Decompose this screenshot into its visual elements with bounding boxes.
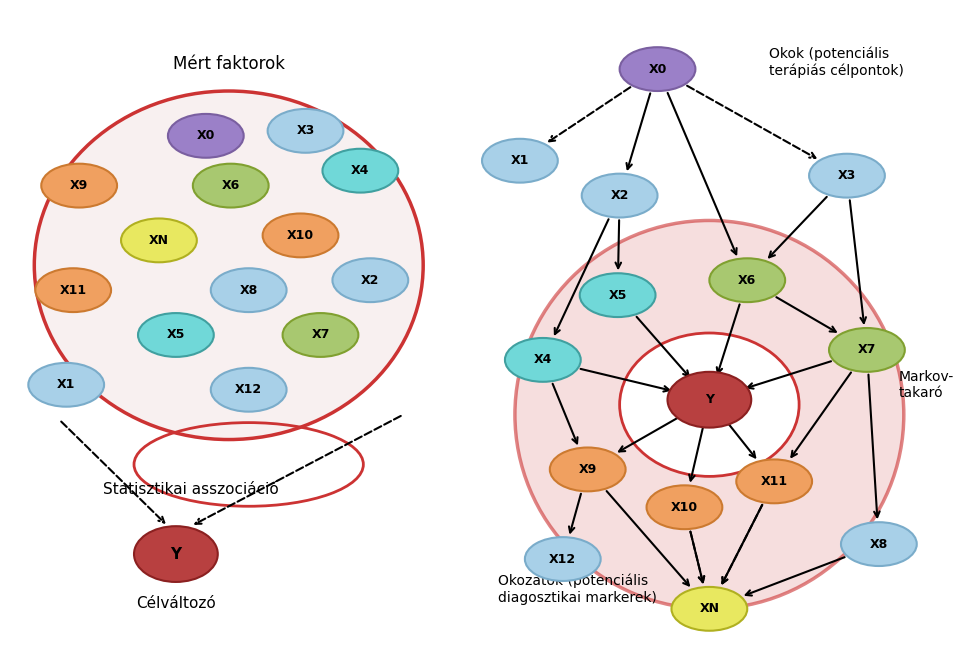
Ellipse shape [525, 537, 601, 581]
Text: X10: X10 [287, 229, 314, 242]
Text: Y: Y [705, 393, 714, 406]
Text: Mért faktorok: Mért faktorok [173, 55, 285, 73]
Text: X11: X11 [59, 284, 87, 296]
Ellipse shape [323, 149, 398, 192]
Ellipse shape [262, 213, 338, 257]
Ellipse shape [841, 522, 916, 566]
Ellipse shape [168, 114, 244, 158]
Ellipse shape [34, 91, 423, 440]
Ellipse shape [620, 333, 800, 477]
Text: Okok (potenciális
terápiás célpontok): Okok (potenciális terápiás célpontok) [769, 46, 904, 78]
Ellipse shape [550, 448, 626, 491]
Text: X1: X1 [511, 154, 529, 167]
Ellipse shape [672, 587, 747, 631]
Ellipse shape [211, 269, 287, 312]
Text: X6: X6 [221, 179, 240, 192]
Text: X4: X4 [351, 164, 370, 177]
Ellipse shape [28, 363, 104, 406]
Text: X8: X8 [240, 284, 257, 296]
Text: X12: X12 [235, 383, 262, 396]
Ellipse shape [580, 273, 655, 317]
Text: X4: X4 [533, 353, 552, 367]
Text: Célváltozó: Célváltozó [136, 596, 215, 611]
Ellipse shape [193, 164, 269, 208]
Ellipse shape [482, 139, 558, 182]
Text: XN: XN [699, 602, 720, 615]
Ellipse shape [134, 526, 217, 582]
Ellipse shape [710, 259, 785, 302]
Ellipse shape [668, 372, 752, 428]
Ellipse shape [515, 221, 904, 609]
Ellipse shape [35, 269, 111, 312]
Text: X9: X9 [578, 463, 597, 476]
Text: X6: X6 [738, 274, 757, 286]
Text: X11: X11 [760, 475, 788, 488]
Ellipse shape [283, 313, 359, 357]
Text: X9: X9 [70, 179, 89, 192]
Ellipse shape [736, 459, 812, 503]
Ellipse shape [41, 164, 117, 208]
Ellipse shape [121, 219, 197, 263]
Text: X5: X5 [167, 328, 185, 341]
Text: X5: X5 [608, 288, 627, 302]
Ellipse shape [505, 338, 581, 382]
Text: X2: X2 [361, 274, 379, 286]
Text: X0: X0 [197, 129, 215, 143]
Text: Y: Y [171, 546, 181, 562]
Text: X2: X2 [610, 189, 629, 202]
Text: X10: X10 [671, 501, 698, 514]
Text: X0: X0 [648, 62, 667, 76]
Text: XN: XN [149, 234, 169, 247]
Text: X1: X1 [57, 379, 75, 391]
Text: X12: X12 [549, 552, 576, 566]
Ellipse shape [138, 313, 214, 357]
Ellipse shape [620, 47, 695, 91]
Ellipse shape [582, 174, 657, 217]
Ellipse shape [211, 368, 287, 412]
Ellipse shape [267, 109, 343, 152]
Ellipse shape [829, 328, 905, 372]
Text: Markov-
takaró: Markov- takaró [899, 370, 955, 400]
Ellipse shape [809, 154, 885, 198]
Text: X8: X8 [870, 538, 888, 550]
Text: X7: X7 [311, 328, 330, 341]
Text: Statisztikai asszociáció: Statisztikai asszociáció [103, 482, 279, 497]
Ellipse shape [332, 259, 409, 302]
Text: X3: X3 [296, 125, 315, 137]
Text: X3: X3 [838, 169, 856, 182]
Text: Okozatok (potenciális
diagosztikai markerek): Okozatok (potenciális diagosztikai marke… [498, 574, 657, 605]
Ellipse shape [646, 485, 722, 529]
Text: X7: X7 [858, 343, 877, 357]
